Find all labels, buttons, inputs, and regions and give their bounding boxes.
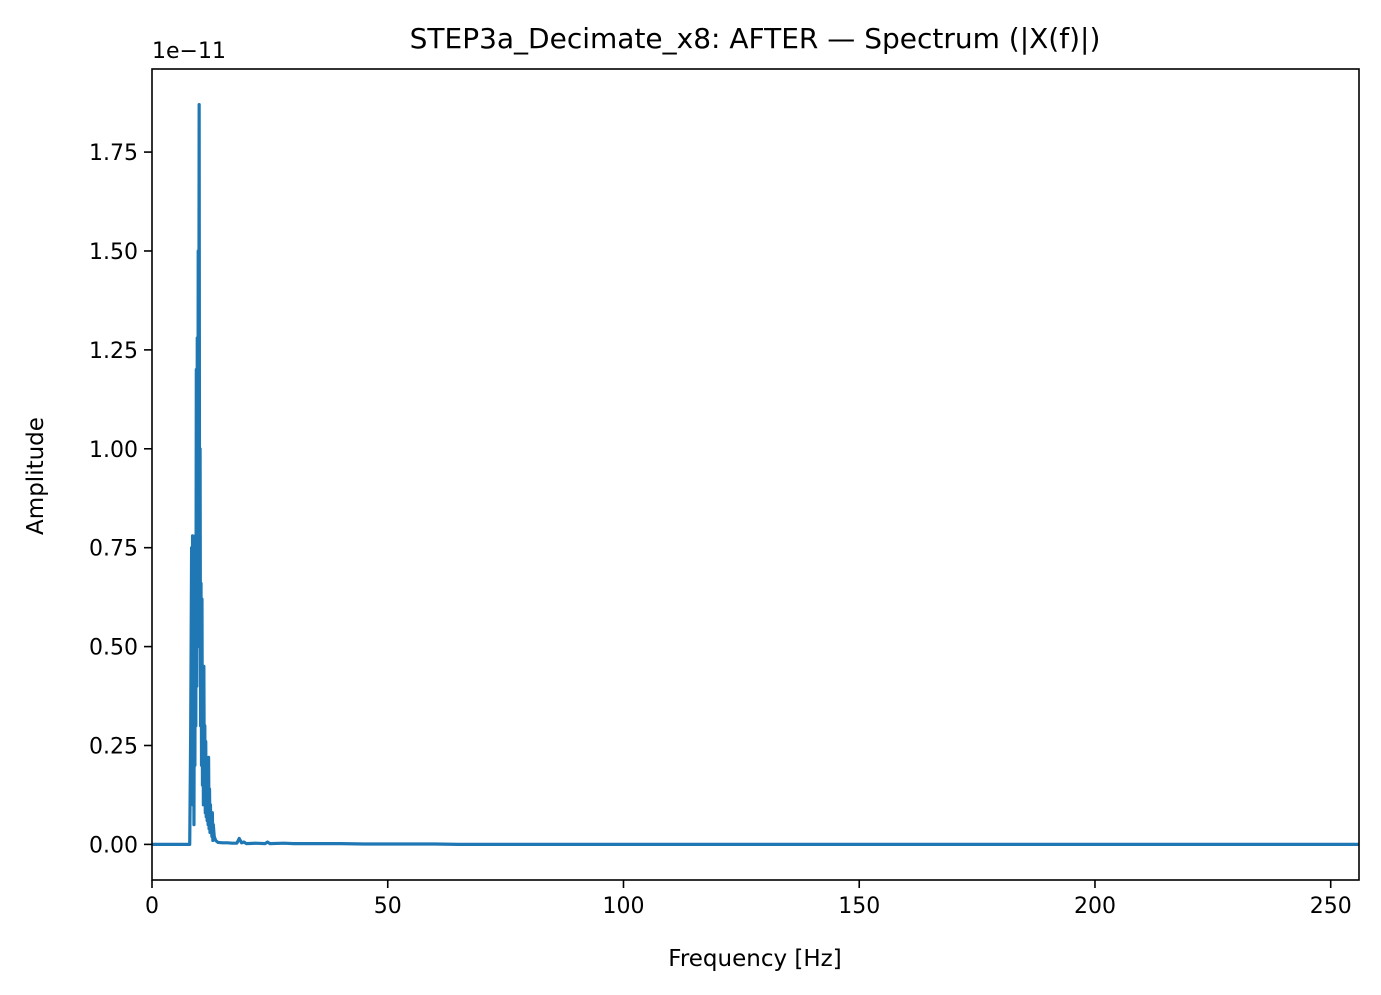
- plot-frame: [151, 68, 1360, 881]
- y-tick-label: 1.25: [89, 339, 138, 364]
- x-tick-label: 250: [1310, 894, 1352, 919]
- y-tick-label: 1.50: [89, 240, 138, 265]
- y-axis-label: Amplitude: [23, 417, 49, 535]
- y-tick-label: 0.25: [89, 734, 138, 759]
- x-tick-label: 100: [602, 894, 644, 919]
- x-tick-label: 150: [838, 894, 880, 919]
- y-axis-offset-text: 1e−11: [152, 39, 226, 64]
- y-axis-ticks: 0.00 0.25 0.50 0.75 1.00 1.25 1.50 1.75: [89, 141, 152, 858]
- series-line-0: [152, 102, 1359, 847]
- x-axis-ticks: 0 50 100 150 200 250: [145, 880, 1352, 919]
- x-tick-label: 50: [374, 894, 402, 919]
- series-layer: [152, 102, 1359, 847]
- y-tick-label: 0.75: [89, 537, 138, 562]
- y-tick-label: 1.75: [89, 141, 138, 166]
- x-axis-label: Frequency [Hz]: [668, 946, 841, 972]
- y-tick-label: 0.00: [89, 833, 138, 858]
- y-tick-label: 1.00: [89, 438, 138, 463]
- x-tick-label: 0: [145, 894, 159, 919]
- chart-title: STEP3a_Decimate_x8: AFTER — Spectrum (|X…: [410, 22, 1101, 55]
- y-tick-label: 0.50: [89, 636, 138, 661]
- x-tick-label: 200: [1074, 894, 1116, 919]
